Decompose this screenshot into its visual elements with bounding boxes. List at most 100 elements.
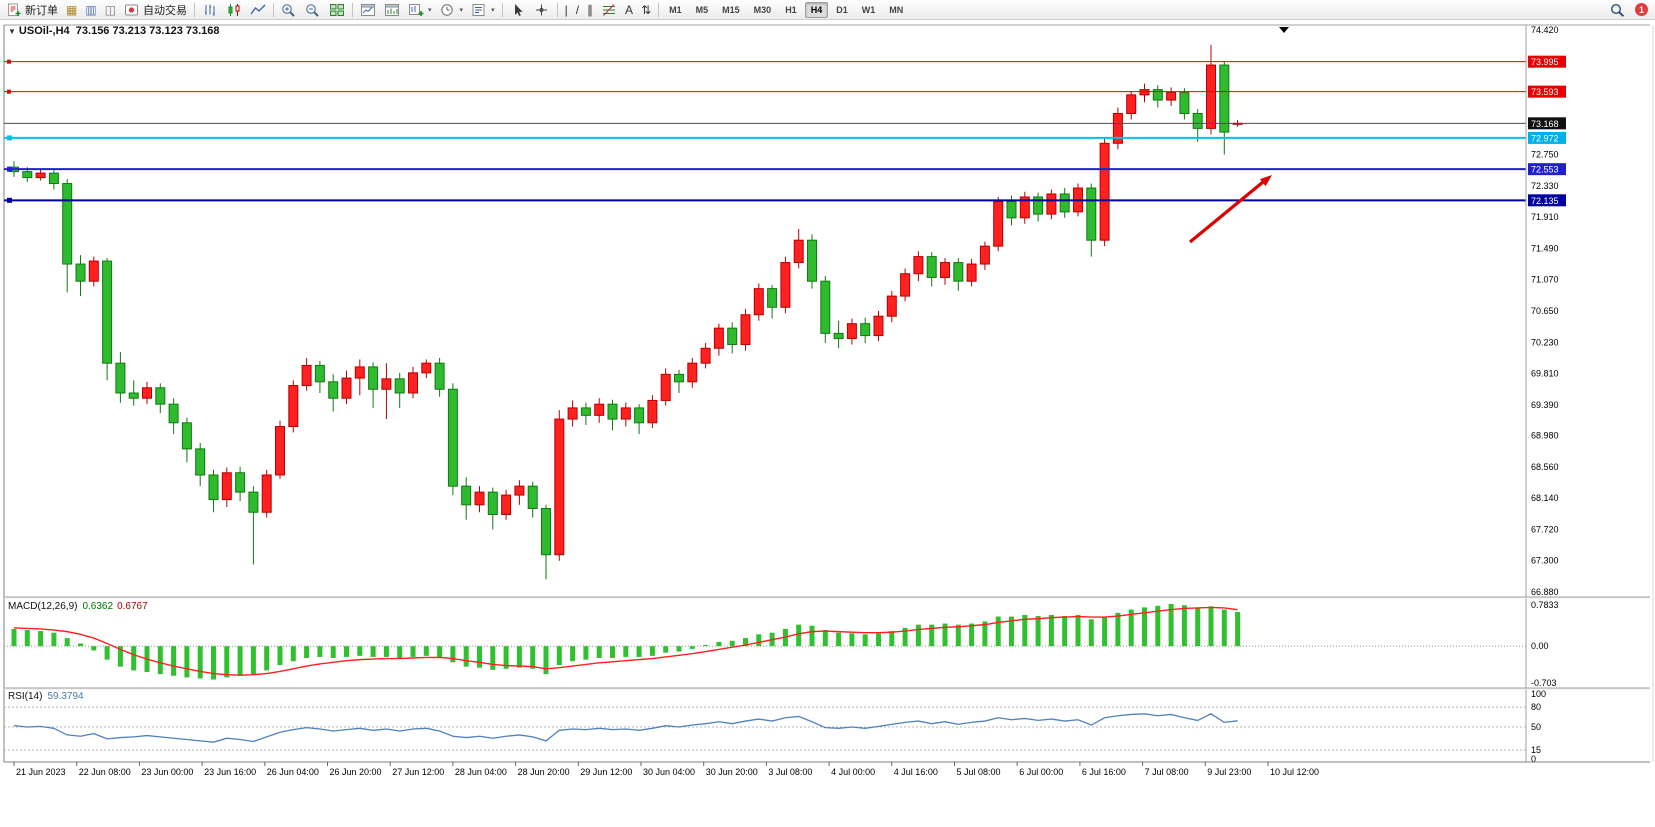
macd-histogram-bar: [703, 645, 709, 647]
search-button[interactable]: [1606, 0, 1630, 20]
chart-ohlc-values: 73.156 73.213 73.123 73.168: [75, 25, 220, 37]
timeframe-h4-button[interactable]: H4: [804, 1, 829, 18]
crosshair-button[interactable]: [530, 0, 554, 20]
macd-histogram-bar: [849, 633, 855, 647]
charts-icon-button[interactable]: ▦: [62, 0, 81, 20]
cursor-button[interactable]: [506, 0, 530, 20]
fibonacci-button[interactable]: [597, 0, 621, 20]
candle: [301, 364, 312, 387]
time-axis-label: 28 Jun 20:00: [518, 767, 570, 777]
timeframe-h1-button[interactable]: H1: [785, 4, 797, 15]
macd-histogram-bar: [463, 646, 469, 667]
macd-histogram-bar: [344, 646, 349, 657]
timeframe-m5-button[interactable]: M5: [695, 4, 709, 15]
channel-button[interactable]: ∥: [583, 0, 597, 20]
macd-histogram-bar: [889, 631, 895, 647]
price-line-handle[interactable]: [7, 166, 12, 172]
collapse-triangle-icon[interactable]: ▼: [8, 27, 16, 36]
price-badge-72.553: [1528, 163, 1566, 176]
macd-histogram-bar: [570, 646, 576, 662]
profile-icon-button[interactable]: ▥: [81, 0, 100, 20]
rsi-axis-label: 0: [1531, 754, 1536, 764]
candle: [767, 288, 778, 308]
timeframe-mn-button[interactable]: MN: [889, 4, 904, 15]
candle: [780, 262, 791, 308]
macd-histogram-bar: [689, 646, 695, 649]
price-line-handle[interactable]: [7, 89, 11, 94]
price-line-handle[interactable]: [7, 135, 12, 141]
price-line-handle[interactable]: [7, 197, 12, 203]
macd-histogram-bar: [636, 646, 642, 657]
candle: [328, 381, 339, 399]
toolbar-separator: [273, 2, 275, 17]
candle: [926, 256, 937, 278]
macd-histogram-bar: [157, 646, 163, 675]
tile-windows-button[interactable]: [325, 0, 349, 20]
vertical-line-button[interactable]: |: [561, 0, 572, 20]
chart-window-icon: [360, 3, 376, 17]
price-tick-label: 66.880: [1531, 587, 1559, 597]
macd-histogram-bar: [1142, 607, 1147, 647]
candle: [62, 183, 73, 265]
candle: [647, 399, 658, 424]
macd-histogram-bar: [397, 646, 403, 659]
macd-signal-value: 0.6767: [117, 601, 148, 612]
new-order-button[interactable]: 新订单: [2, 0, 62, 20]
line-chart-icon: [250, 3, 266, 17]
timeframe-m15-button[interactable]: M15: [722, 4, 740, 15]
macd-histogram-bar: [716, 641, 722, 647]
time-axis-label: 26 Jun 20:00: [330, 767, 382, 777]
candle: [288, 385, 299, 428]
candle: [700, 347, 711, 364]
periods-button[interactable]: ▾: [436, 0, 468, 20]
auto-trading-icon: [124, 3, 140, 17]
arrows-button[interactable]: ⇅: [637, 0, 655, 20]
macd-histogram-bar: [1102, 616, 1108, 647]
macd-histogram-bar: [117, 646, 123, 667]
text-button[interactable]: A: [621, 0, 637, 20]
trendline-button[interactable]: /: [572, 0, 583, 20]
time-axis-label: 6 Jul 16:00: [1082, 767, 1126, 777]
macd-histogram-bar: [490, 646, 496, 670]
text-icon: A: [625, 2, 634, 17]
notification-badge[interactable]: 1: [1635, 3, 1648, 16]
trend-arrow-annotation[interactable]: [1188, 180, 1265, 244]
new-order-icon: [6, 3, 22, 17]
candle: [128, 392, 139, 399]
macd-histogram-bar: [876, 633, 881, 647]
time-axis-label: 21 Jun 2023: [16, 767, 66, 777]
timeframe-w1-button[interactable]: W1: [861, 4, 876, 15]
bar-chart-button[interactable]: [198, 0, 222, 20]
candle: [314, 364, 325, 383]
line-chart-button[interactable]: [246, 0, 270, 20]
timeframe-d1-button[interactable]: D1: [836, 4, 848, 15]
macd-axis-label: -0.703: [1531, 678, 1557, 688]
timeframe-m1-button[interactable]: M1: [669, 4, 682, 15]
price-line-handle[interactable]: [7, 59, 11, 64]
zoom-out-button[interactable]: [301, 0, 325, 20]
templates-button[interactable]: ▾: [467, 0, 499, 20]
auto-trading-button[interactable]: 自动交易: [120, 0, 191, 20]
macd-axis-label: 0.00: [1531, 641, 1549, 651]
candle: [660, 373, 671, 401]
fibonacci-icon: [601, 3, 617, 17]
macd-histogram-bar: [383, 646, 389, 657]
price-tick-label: 69.810: [1531, 369, 1559, 379]
new-chart-button[interactable]: ▾: [404, 0, 436, 20]
zoom-in-button[interactable]: [277, 0, 301, 20]
rsi-axis-label: 50: [1531, 722, 1541, 732]
chevron-down-icon: ▾: [459, 6, 464, 14]
candle: [713, 327, 724, 349]
time-axis-label: 9 Jul 23:00: [1207, 767, 1251, 777]
candlestick-chart-button[interactable]: [222, 0, 246, 20]
macd-histogram-bar: [104, 646, 110, 660]
alerts-icon-button[interactable]: ◫: [101, 0, 120, 20]
chart-bars-button[interactable]: [380, 0, 404, 20]
candle: [900, 273, 911, 297]
macd-histogram-bar: [437, 646, 443, 657]
chart-window-button[interactable]: [356, 0, 380, 20]
timeframe-m30-button[interactable]: M30: [753, 4, 772, 15]
candle: [567, 407, 578, 420]
time-axis-label: 30 Jun 04:00: [643, 767, 695, 777]
candle: [102, 260, 113, 364]
